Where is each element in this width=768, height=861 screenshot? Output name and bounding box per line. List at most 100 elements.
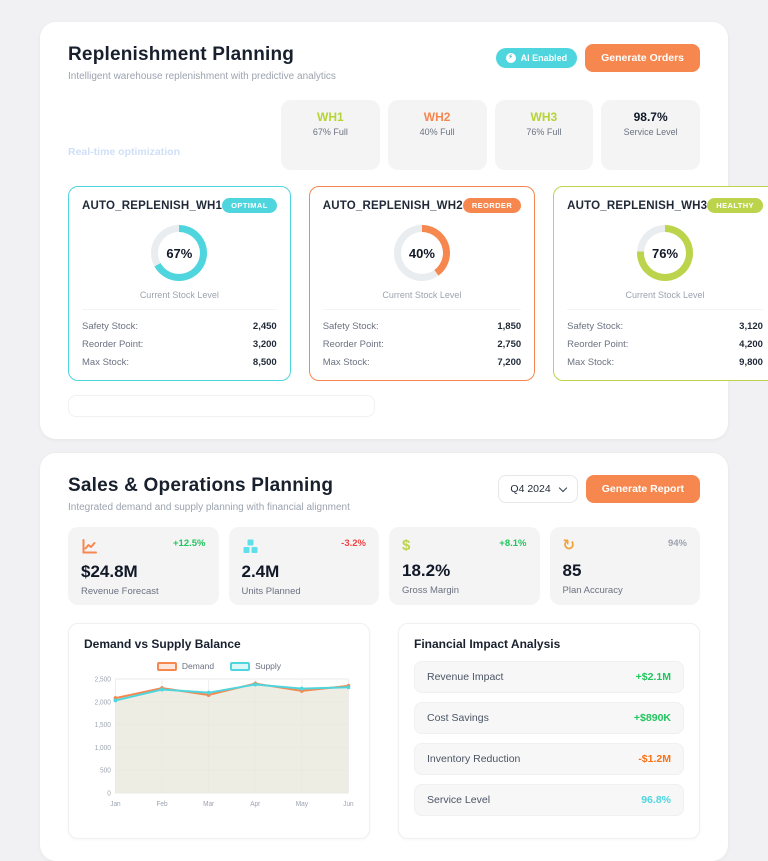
kpi-value: 18.2%	[402, 561, 451, 580]
stock-level-donut: 40%	[393, 225, 450, 281]
stat-label: Max Stock:	[567, 356, 615, 368]
fin-label: Inventory Reduction	[427, 753, 521, 765]
stock-percent: 67%	[166, 245, 193, 261]
kpi-value: 2.4M	[241, 562, 280, 581]
stat-label: Reorder Point:	[82, 338, 144, 350]
dollar-icon: $	[402, 537, 411, 554]
chart-title: Demand vs Supply Balance	[84, 637, 241, 651]
warehouse-detail: 76% Full	[526, 127, 562, 137]
stat-label: Safety Stock:	[567, 320, 624, 332]
stat-value: 9,800	[739, 356, 763, 368]
replenishment-panel: Replenishment Planning Intelligent wareh…	[40, 22, 768, 439]
kpi-value: 85	[562, 561, 582, 580]
sop-title: Sales & Operations Planning	[68, 475, 334, 496]
stat-value: 1,850	[497, 320, 522, 332]
service-level-chip: 98.7% Service Level	[601, 100, 700, 170]
financial-row-service-level: Service Level 96.8%	[414, 784, 684, 816]
svg-text:0: 0	[107, 790, 111, 797]
fin-label: Service Level	[427, 794, 491, 806]
boxes-icon	[242, 538, 259, 555]
kpi-plan-accuracy: ↻ 94% 85 Plan Accuracy	[549, 527, 700, 605]
generate-report-button[interactable]: Generate Report	[585, 475, 700, 503]
svg-text:2,500: 2,500	[95, 676, 111, 683]
demand-supply-chart-card: Demand vs Supply Balance Demand Supply 0…	[68, 623, 370, 839]
svg-text:Apr: Apr	[250, 801, 261, 808]
fin-value: +$890K	[633, 712, 671, 724]
kpi-delta: +12.5%	[173, 538, 206, 549]
stat-value: 3,120	[739, 320, 763, 332]
stat-label: Safety Stock:	[82, 320, 138, 332]
financial-row-inventory-reduction: Inventory Reduction -$1.2M	[414, 743, 684, 775]
fin-label: Cost Savings	[427, 712, 489, 724]
replenishment-subtitle: Intelligent warehouse replenishment with…	[68, 71, 336, 82]
kpi-gross-margin: $ +8.1% 18.2% Gross Margin	[389, 527, 540, 605]
kpi-delta: -3.2%	[341, 538, 366, 549]
gauge-label: Current Stock Level	[139, 290, 219, 300]
fin-label: Revenue Impact	[427, 671, 504, 683]
stock-level-donut: 76%	[637, 225, 694, 281]
service-level-label: Service Level	[623, 127, 678, 137]
kpi-row: +12.5% $24.8M Revenue Forecast -3.2% 2.4…	[68, 527, 700, 605]
legend-label: Supply	[255, 661, 282, 671]
sync-icon: ↻	[562, 537, 576, 554]
replenish-card-wh2: AUTO_REPLENISH_WH2 REORDER 40% Current S…	[308, 186, 536, 381]
kpi-label: Plan Accuracy	[562, 585, 623, 596]
bolt-icon: ⚡	[505, 53, 516, 63]
stock-percent: 76%	[652, 245, 679, 261]
svg-text:Jun: Jun	[343, 801, 354, 808]
financial-row-cost-savings: Cost Savings +$890K	[414, 702, 684, 734]
gauge-label: Current Stock Level	[382, 290, 462, 300]
warehouse-chip-wh1: WH1 67% Full	[281, 100, 380, 170]
replenish-card-wh1: AUTO_REPLENISH_WH1 OPTIMAL 67% Current S…	[68, 186, 291, 381]
svg-text:Feb: Feb	[156, 801, 167, 808]
warehouse-chip-wh3: WH3 76% Full	[494, 100, 594, 170]
demand-supply-line-chart: 0 500 1,000 1,500 2,000 2,500 Jan Feb Mar Apr May J…	[95, 676, 354, 808]
kpi-label: Gross Margin	[402, 585, 460, 596]
supply-swatch	[230, 661, 251, 671]
svg-text:May: May	[296, 801, 309, 808]
chart-line-icon	[81, 538, 98, 555]
stat-label: Max Stock:	[82, 356, 129, 368]
status-badge: HEALTHY	[707, 198, 763, 213]
fin-value: 96.8%	[641, 794, 671, 806]
fin-value: -$1.2M	[638, 753, 671, 765]
stock-percent: 40%	[408, 245, 435, 261]
stat-value: 4,200	[739, 338, 763, 350]
svg-text:Mar: Mar	[203, 801, 215, 808]
financial-row-revenue-impact: Revenue Impact +$2.1M	[414, 661, 684, 693]
warehouse-chip-wh2: WH2 40% Full	[387, 100, 487, 170]
chevron-down-icon	[558, 483, 567, 492]
placeholder-bar	[68, 395, 375, 417]
ai-enabled-badge: ⚡ AI Enabled	[495, 48, 578, 68]
svg-text:1,500: 1,500	[95, 722, 111, 729]
demand-swatch	[156, 661, 177, 671]
generate-orders-button[interactable]: Generate Orders	[585, 44, 700, 72]
kpi-label: Revenue Forecast	[81, 586, 159, 597]
stat-value: 8,500	[252, 356, 277, 368]
warehouse-summary-row: Real-time optimization WH1 67% Full WH2 …	[68, 100, 700, 170]
legend-demand: Demand	[156, 661, 215, 671]
stat-label: Max Stock:	[322, 356, 370, 368]
svg-text:Jan: Jan	[110, 801, 121, 808]
dashboard-page: Replenishment Planning Intelligent wareh…	[40, 22, 768, 861]
financial-title: Financial Impact Analysis	[414, 637, 561, 651]
legend-label: Demand	[181, 661, 215, 671]
fin-value: +$2.1M	[635, 671, 671, 683]
stat-label: Reorder Point:	[567, 338, 629, 350]
replenish-card-title: AUTO_REPLENISH_WH2	[322, 199, 463, 212]
period-select-value: Q4 2024	[510, 483, 551, 495]
warehouse-name: WH1	[317, 110, 344, 124]
chart-legend: Demand Supply	[84, 661, 354, 671]
ai-enabled-label: AI Enabled	[520, 53, 568, 63]
kpi-delta: 94%	[667, 538, 687, 549]
replenishment-cards: AUTO_REPLENISH_WH1 OPTIMAL 67% Current S…	[68, 186, 768, 381]
period-select[interactable]: Q4 2024	[498, 475, 578, 503]
gauge-label: Current Stock Level	[625, 290, 705, 300]
sop-panel: Sales & Operations Planning Integrated d…	[40, 453, 728, 861]
svg-text:500: 500	[100, 768, 111, 775]
warehouse-detail: 67% Full	[312, 127, 348, 137]
stat-value: 7,200	[497, 356, 522, 368]
kpi-revenue-forecast: +12.5% $24.8M Revenue Forecast	[68, 527, 219, 605]
stat-value: 3,200	[252, 338, 277, 350]
svg-text:1,000: 1,000	[95, 745, 111, 752]
